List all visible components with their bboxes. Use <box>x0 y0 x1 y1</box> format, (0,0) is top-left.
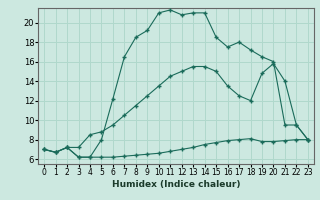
X-axis label: Humidex (Indice chaleur): Humidex (Indice chaleur) <box>112 180 240 189</box>
